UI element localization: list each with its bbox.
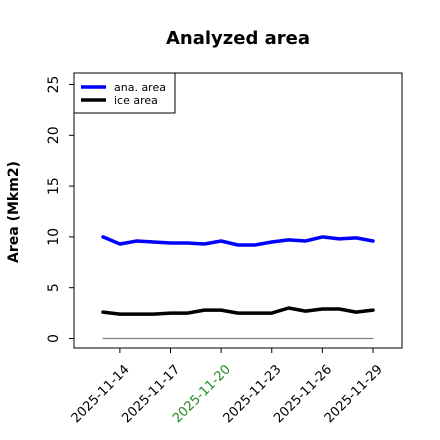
y-tick-label: 15 xyxy=(46,177,62,195)
y-tick-label: 20 xyxy=(46,126,62,144)
series-line-ice-area xyxy=(101,306,375,316)
series-line-ana-area xyxy=(101,235,375,247)
legend-label: ana. area xyxy=(114,81,166,94)
legend-box xyxy=(73,72,176,114)
axes-layer: 05101520252025-11-142025-11-172025-11-20… xyxy=(46,72,403,426)
y-tick-label: 25 xyxy=(46,76,62,94)
y-axis-label: Area (Mkm2) xyxy=(6,161,22,263)
plot-frame xyxy=(73,72,403,349)
chart-title: Analyzed area xyxy=(166,28,310,49)
legend-label: ice area xyxy=(114,94,158,107)
series-layer xyxy=(101,235,375,340)
y-tick-label: 5 xyxy=(46,283,62,292)
y-tick-label: 10 xyxy=(46,228,62,246)
y-tick-label: 0 xyxy=(46,334,62,343)
